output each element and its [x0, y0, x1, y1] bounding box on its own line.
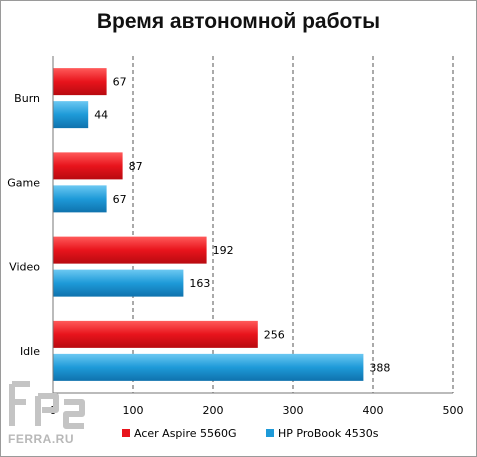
legend-swatch	[266, 429, 274, 437]
bar	[53, 353, 364, 381]
data-label: 67	[113, 76, 127, 89]
bar	[53, 236, 207, 264]
category-label: Idle	[20, 345, 40, 358]
data-label: 44	[94, 109, 108, 122]
x-tick-label: 200	[203, 404, 224, 417]
legend-label: HP ProBook 4530s	[278, 427, 379, 440]
data-label: 87	[129, 160, 143, 173]
x-tick-label: 400	[363, 404, 384, 417]
x-tick-label: 500	[443, 404, 464, 417]
data-label: 67	[113, 193, 127, 206]
bar	[53, 68, 107, 96]
category-label: Burn	[14, 92, 40, 105]
data-label: 163	[189, 277, 210, 290]
category-label: Game	[7, 176, 40, 189]
legend-swatch	[122, 429, 130, 437]
legend-label: Acer Aspire 5560G	[134, 427, 237, 440]
bar	[53, 152, 123, 180]
ferra-logo-watermark	[9, 381, 85, 429]
data-label: 388	[369, 361, 390, 374]
x-tick-label: 300	[283, 404, 304, 417]
data-label: 192	[213, 244, 234, 257]
x-tick-label: 100	[123, 404, 144, 417]
bar	[53, 269, 184, 297]
bar	[53, 320, 258, 348]
watermark-text: FERRA.RU	[8, 432, 74, 446]
bar	[53, 101, 89, 129]
data-label: 256	[264, 328, 285, 341]
category-label: Video	[9, 261, 40, 274]
chart-title: Время автономной работы	[96, 10, 381, 33]
bar	[53, 185, 107, 213]
